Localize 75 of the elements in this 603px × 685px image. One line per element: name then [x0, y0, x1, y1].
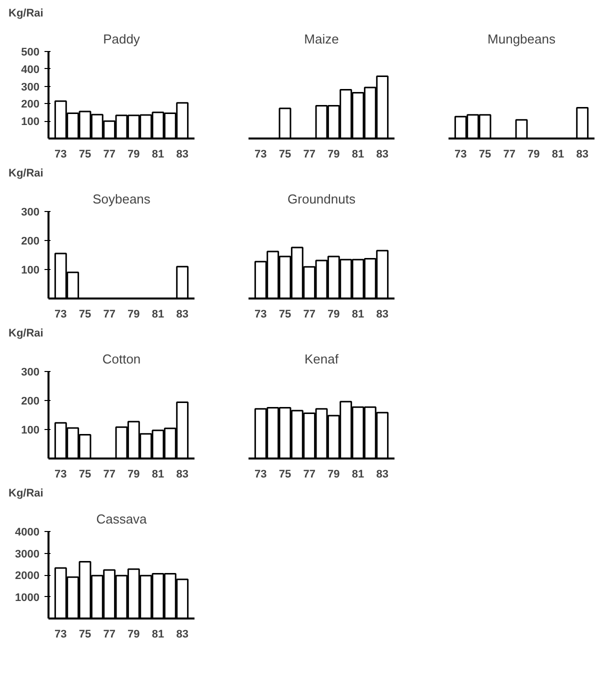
- x-tick-label: 73: [54, 468, 67, 480]
- chart-title: Mungbeans: [488, 32, 556, 46]
- y-tick-label: 100: [21, 116, 40, 128]
- y-tick-label: 300: [21, 81, 40, 94]
- x-tick-label: 79: [528, 148, 540, 160]
- x-tick-label: 73: [54, 148, 67, 160]
- x-tick-label: 73: [54, 628, 67, 640]
- x-tick-label: 77: [103, 148, 116, 160]
- chart-title: Groundnuts: [288, 192, 356, 206]
- x-tick-label: 75: [478, 148, 492, 160]
- x-tick-label: 83: [176, 468, 188, 480]
- y-tick-label: 200: [21, 236, 40, 248]
- x-tick-label: 75: [278, 468, 292, 480]
- y-axis-title: Kg/Rai: [8, 8, 44, 20]
- x-tick-label: 77: [103, 628, 116, 640]
- x-tick-label: 81: [352, 308, 364, 320]
- x-tick-label: 73: [254, 148, 267, 160]
- x-tick-label: 77: [103, 468, 116, 480]
- y-tick-label: 200: [21, 396, 40, 408]
- x-tick-label: 75: [78, 148, 92, 160]
- x-tick-label: 81: [152, 148, 164, 160]
- x-tick-label: 77: [303, 308, 316, 320]
- y-tick-label: 2000: [15, 570, 40, 582]
- chart-title: Paddy: [103, 32, 140, 46]
- x-tick-label: 77: [503, 148, 516, 160]
- x-tick-label: 77: [303, 148, 316, 160]
- x-tick-label: 77: [303, 468, 316, 480]
- x-tick-label: 75: [278, 148, 292, 160]
- x-tick-label: 83: [376, 148, 388, 160]
- y-tick-label: 400: [21, 64, 40, 76]
- x-tick-label: 75: [78, 308, 92, 320]
- x-tick-label: 83: [176, 308, 188, 320]
- x-tick-label: 83: [176, 628, 188, 640]
- x-tick-label: 79: [128, 308, 140, 320]
- y-tick-label: 200: [21, 98, 40, 111]
- x-tick-label: 81: [552, 148, 564, 160]
- x-tick-label: 73: [254, 468, 267, 480]
- chart-title: Cassava: [96, 512, 148, 526]
- x-tick-label: 75: [278, 308, 292, 320]
- x-tick-label: 79: [128, 628, 140, 640]
- x-tick-label: 83: [576, 148, 588, 160]
- x-tick-label: 83: [376, 308, 388, 320]
- x-tick-label: 73: [54, 308, 67, 320]
- y-tick-label: 500: [21, 46, 40, 58]
- x-tick-label: 79: [128, 148, 140, 160]
- chart-title: Soybeans: [92, 192, 151, 206]
- y-axis-title: Kg/Rai: [8, 328, 44, 340]
- y-tick-label: 1000: [15, 592, 40, 604]
- chart-title: Cotton: [102, 352, 141, 366]
- x-tick-label: 73: [454, 148, 467, 160]
- y-tick-label: 100: [21, 424, 40, 436]
- x-tick-label: 81: [152, 628, 164, 640]
- x-tick-label: 75: [78, 468, 92, 480]
- x-tick-label: 81: [152, 308, 164, 320]
- y-axis-title: Kg/Rai: [8, 488, 44, 500]
- x-tick-label: 75: [78, 628, 92, 640]
- y-tick-label: 300: [21, 366, 40, 378]
- x-tick-label: 81: [352, 468, 364, 480]
- chart-title: Kenaf: [304, 352, 339, 366]
- x-tick-label: 81: [152, 468, 164, 480]
- x-tick-label: 79: [328, 308, 340, 320]
- y-tick-label: 3000: [15, 548, 40, 560]
- y-tick-label: 100: [21, 264, 40, 276]
- x-tick-label: 73: [254, 308, 267, 320]
- y-tick-label: 4000: [15, 526, 40, 538]
- x-tick-label: 77: [103, 308, 116, 320]
- x-tick-label: 79: [328, 468, 340, 480]
- chart-title: Maize: [304, 32, 339, 46]
- x-tick-label: 83: [176, 148, 188, 160]
- x-tick-label: 79: [128, 468, 140, 480]
- x-tick-label: 81: [352, 148, 364, 160]
- y-axis-title: Kg/Rai: [8, 168, 44, 180]
- x-tick-label: 83: [376, 468, 388, 480]
- y-tick-label: 300: [21, 206, 40, 218]
- x-tick-label: 79: [328, 148, 340, 160]
